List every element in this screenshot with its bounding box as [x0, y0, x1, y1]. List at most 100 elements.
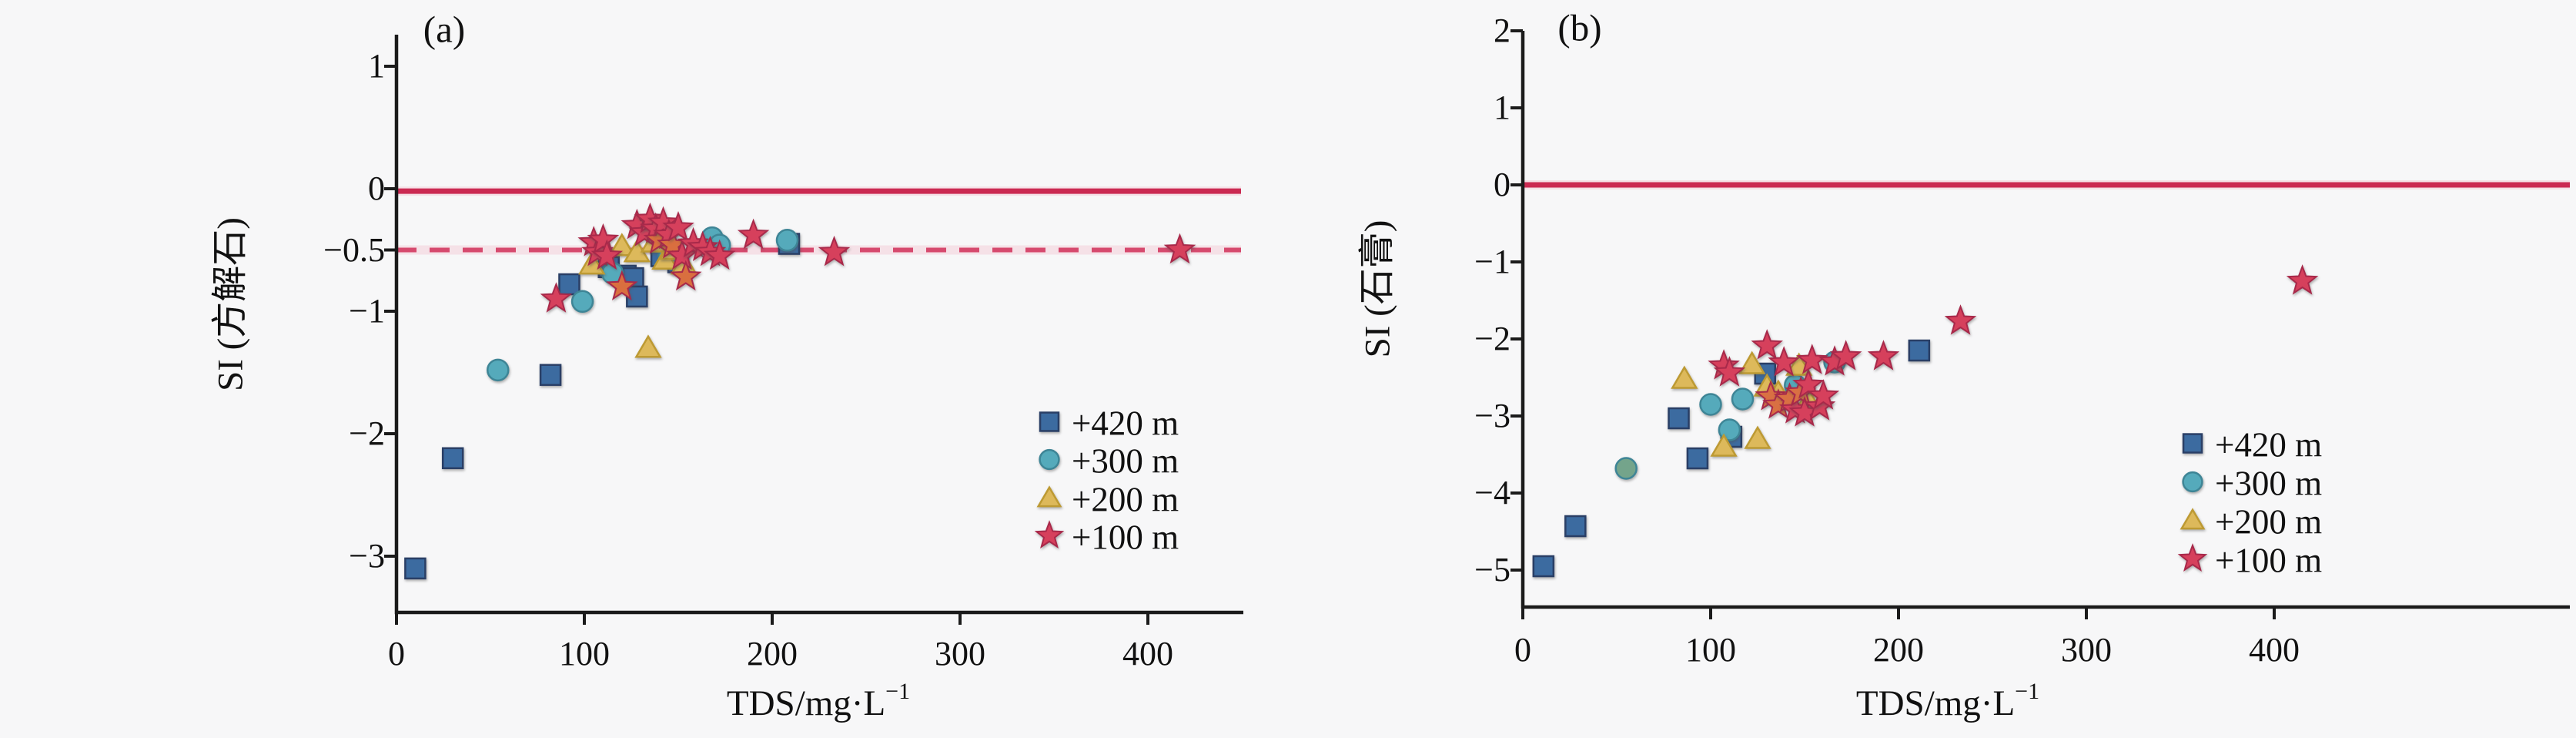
legend-marker-star-icon: [2176, 542, 2210, 580]
triangle-marker: [2180, 508, 2206, 530]
x-tick-label: 0: [1514, 631, 1531, 669]
star-marker: [1768, 346, 1800, 377]
x-axis-label-main: TDS/mg·L: [726, 683, 886, 723]
star-marker: [2286, 264, 2319, 295]
circle-marker: [2182, 471, 2203, 493]
legend-label: +200 m: [1072, 480, 1179, 519]
legend-marker-square-icon: [1032, 405, 1066, 443]
legend-marker-triangle-icon: [2176, 504, 2210, 542]
square-marker: [1908, 339, 1931, 362]
series-+100m: [540, 202, 1196, 313]
star-marker: [647, 206, 680, 237]
star-marker: [1944, 304, 1977, 335]
square-marker: [558, 273, 580, 296]
square-marker: [404, 557, 427, 580]
panel-a: [384, 35, 1243, 625]
triangle-marker: [1671, 365, 1698, 389]
legend-marker-star-icon: [1032, 518, 1066, 556]
y-tick-label: −1: [349, 292, 385, 330]
series-+200m: [578, 229, 698, 358]
x-axis-label-main: TDS/mg·L: [1855, 683, 2016, 723]
legend-label: +420 m: [2215, 425, 2323, 465]
panel-title: (b): [1557, 6, 1602, 49]
x-tick-label: 300: [935, 635, 985, 673]
star-marker: [606, 270, 638, 300]
triangle-marker: [1036, 485, 1062, 507]
y-tick-label: −5: [1474, 551, 1510, 589]
x-tick-label: 300: [2061, 631, 2112, 669]
square-marker: [539, 364, 562, 386]
y-tick-label: −3: [349, 537, 385, 575]
legend-label: +420 m: [1072, 404, 1179, 443]
legend-label: +100 m: [2215, 541, 2323, 580]
star-marker: [818, 235, 851, 267]
star-marker: [1829, 340, 1862, 371]
circle-marker: [1699, 393, 1722, 416]
x-tick-label: 400: [1122, 635, 1173, 673]
x-tick-label: 100: [559, 635, 610, 673]
y-axis-label: SI (方解石): [210, 217, 251, 391]
panel-b: [1510, 29, 2570, 619]
y-tick-label: −2: [1474, 320, 1510, 357]
square-marker: [1532, 555, 1555, 578]
legend-marker-square-icon: [2176, 427, 2210, 465]
square-marker: [1668, 407, 1690, 430]
y-tick-label: −4: [1474, 474, 1510, 512]
y-tick-label: 2: [1494, 12, 1510, 49]
star-marker: [662, 211, 694, 242]
circle-marker: [570, 290, 594, 314]
legend-marker-circle-icon: [1032, 443, 1066, 481]
triangle-marker: [1744, 425, 1771, 449]
legend-label: +300 m: [1072, 441, 1179, 481]
star-marker: [590, 239, 624, 270]
y-tick-label: −2: [349, 414, 385, 452]
square-marker: [2182, 433, 2203, 454]
y-tick-label: −1: [1474, 243, 1510, 280]
x-tick-label: 200: [1873, 631, 1924, 669]
circle-marker: [1614, 457, 1638, 480]
x-tick-label: 100: [1685, 631, 1736, 669]
star-marker: [1034, 520, 1065, 548]
panel-title: (a): [423, 8, 466, 51]
x-tick-label: 400: [2249, 631, 2300, 669]
square-marker: [1686, 447, 1709, 470]
legend-label: +100 m: [1072, 518, 1179, 557]
y-tick-label: −0.5: [323, 230, 385, 269]
triangle-marker: [1738, 351, 1766, 374]
x-tick-label: 0: [388, 635, 405, 673]
x-axis-label-exponent: −1: [2015, 679, 2040, 705]
star-marker: [669, 260, 702, 291]
y-tick-label: 0: [368, 169, 385, 207]
x-axis-label-exponent: −1: [885, 679, 911, 705]
legend-label: +300 m: [2215, 464, 2323, 503]
x-tick-label: 200: [747, 635, 798, 673]
star-marker: [2177, 543, 2208, 572]
legend-label: +200 m: [2215, 502, 2323, 542]
star-marker: [1713, 356, 1746, 387]
circle-marker: [1039, 449, 1060, 471]
triangle-marker: [1710, 433, 1738, 457]
circle-marker: [1731, 387, 1755, 411]
circle-marker: [775, 229, 799, 252]
triangle-marker: [634, 334, 662, 358]
x-axis-label: TDS/mg·L−1: [1855, 680, 2039, 723]
y-tick-label: 1: [368, 47, 385, 85]
star-marker: [587, 223, 620, 254]
y-tick-label: 0: [1494, 166, 1510, 203]
star-marker: [1163, 233, 1196, 264]
star-marker: [1751, 329, 1783, 360]
y-tick-label: 1: [1494, 89, 1510, 126]
star-marker: [1795, 344, 1828, 374]
legend-marker-circle-icon: [2176, 465, 2210, 503]
square-marker: [1039, 411, 1060, 432]
series-+100m: [1708, 264, 2319, 427]
star-marker: [703, 239, 736, 270]
triangle-marker: [608, 233, 636, 257]
star-marker: [1867, 340, 1900, 371]
y-tick-label: −3: [1474, 397, 1510, 434]
y-axis-label: SI (石膏): [1357, 220, 1398, 358]
axes-frame: [1521, 31, 2570, 609]
star-marker: [540, 282, 573, 313]
